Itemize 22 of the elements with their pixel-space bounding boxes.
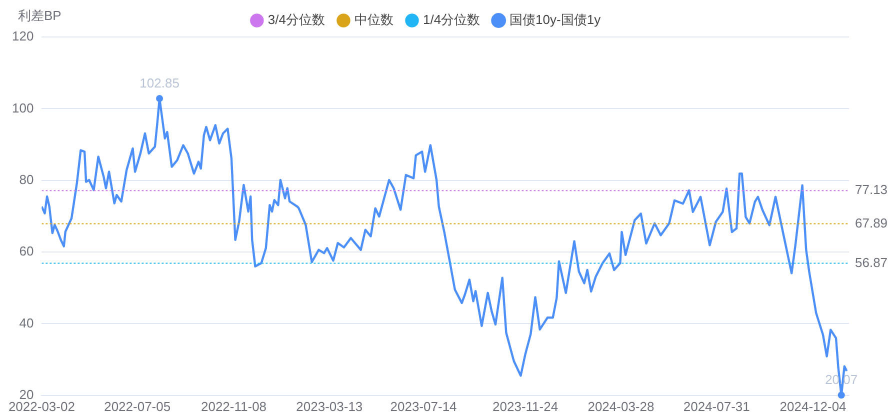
text: 77.13 — [855, 182, 888, 198]
legend-label: 国债10y-国债1y — [510, 12, 602, 28]
y-tick-label: 120 — [12, 28, 34, 44]
y-tick-label: 80 — [19, 172, 34, 187]
text: 67.89 — [855, 215, 888, 230]
x-tick-label: 2024-03-28 — [588, 398, 654, 414]
legend-label: 中位数 — [354, 12, 394, 28]
legend-label: 1/4分位数 — [422, 12, 480, 28]
x-tick-label: 2024-07-31 — [683, 398, 750, 414]
text: 56.87 — [855, 254, 888, 270]
annotation: 102.85 — [140, 76, 180, 91]
x-tick-label: 2023-07-14 — [390, 398, 457, 414]
x-tick-label: 2023-11-24 — [492, 398, 558, 414]
y-tick-label: 100 — [12, 100, 34, 116]
x-tick-label: 2022-07-05 — [104, 398, 171, 414]
x-tick-label: 2024-12-04 — [780, 398, 846, 414]
y-tick-label: 60 — [19, 244, 34, 259]
y-axis-title: 利差BP — [18, 8, 62, 24]
x-tick-label: 2023-03-13 — [296, 398, 363, 414]
x-tick-label: 2022-11-08 — [200, 398, 267, 414]
legend-label: 3/4分位数 — [268, 12, 325, 28]
y-tick-label: 40 — [19, 315, 34, 330]
